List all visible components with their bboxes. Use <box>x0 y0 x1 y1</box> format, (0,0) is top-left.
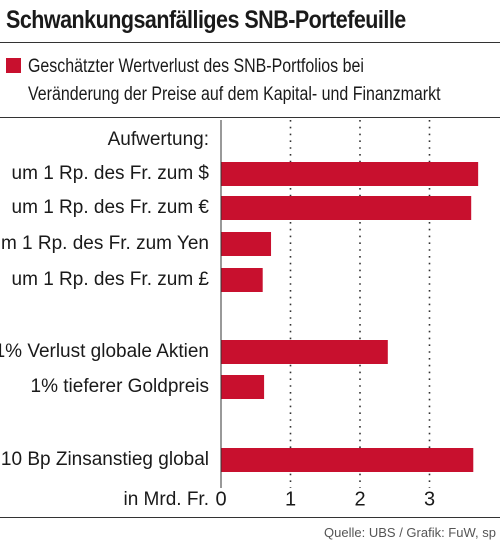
group-heading: Aufwertung: <box>108 129 209 150</box>
bar-7 <box>221 448 474 472</box>
category-label-1: um 1 Rp. des Fr. zum $ <box>12 163 210 184</box>
x-tick-label-0: 0 <box>215 488 226 510</box>
x-tick-label-1: 1 <box>285 488 296 510</box>
category-label-3: um 1 Rp. des Fr. zum Yen <box>0 233 209 254</box>
category-label-6: 1% tieferer Goldpreis <box>31 376 209 397</box>
legend-swatch <box>6 58 21 73</box>
bar-5 <box>221 340 388 364</box>
chart-title: Schwankungsanfälliges SNB-Portefeuille <box>6 6 406 34</box>
category-label-2: um 1 Rp. des Fr. zum € <box>12 197 210 218</box>
footer-divider <box>0 517 500 518</box>
category-label-4: um 1 Rp. des Fr. zum £ <box>12 269 210 290</box>
bar-1 <box>221 162 479 186</box>
x-tick-label-3: 3 <box>424 488 435 510</box>
bar-6 <box>221 375 265 399</box>
x-tick-label-2: 2 <box>354 488 365 510</box>
source-note: Quelle: UBS / Grafik: FuW, sp <box>324 525 496 540</box>
title-divider <box>0 42 500 43</box>
category-label-7: 10 Bp Zinsanstieg global <box>1 449 209 470</box>
x-axis-label: in Mrd. Fr. <box>123 489 209 510</box>
category-label-5: 1% Verlust globale Aktien <box>0 341 209 362</box>
legend-label-line-1: Geschätzter Wertverlust des SNB-Portfoli… <box>28 56 364 77</box>
legend-divider <box>0 117 500 118</box>
legend-label-line-2: Veränderung der Preise auf dem Kapital- … <box>28 84 441 105</box>
bar-4 <box>221 268 263 292</box>
bar-3 <box>221 232 272 256</box>
bar-2 <box>221 196 472 220</box>
